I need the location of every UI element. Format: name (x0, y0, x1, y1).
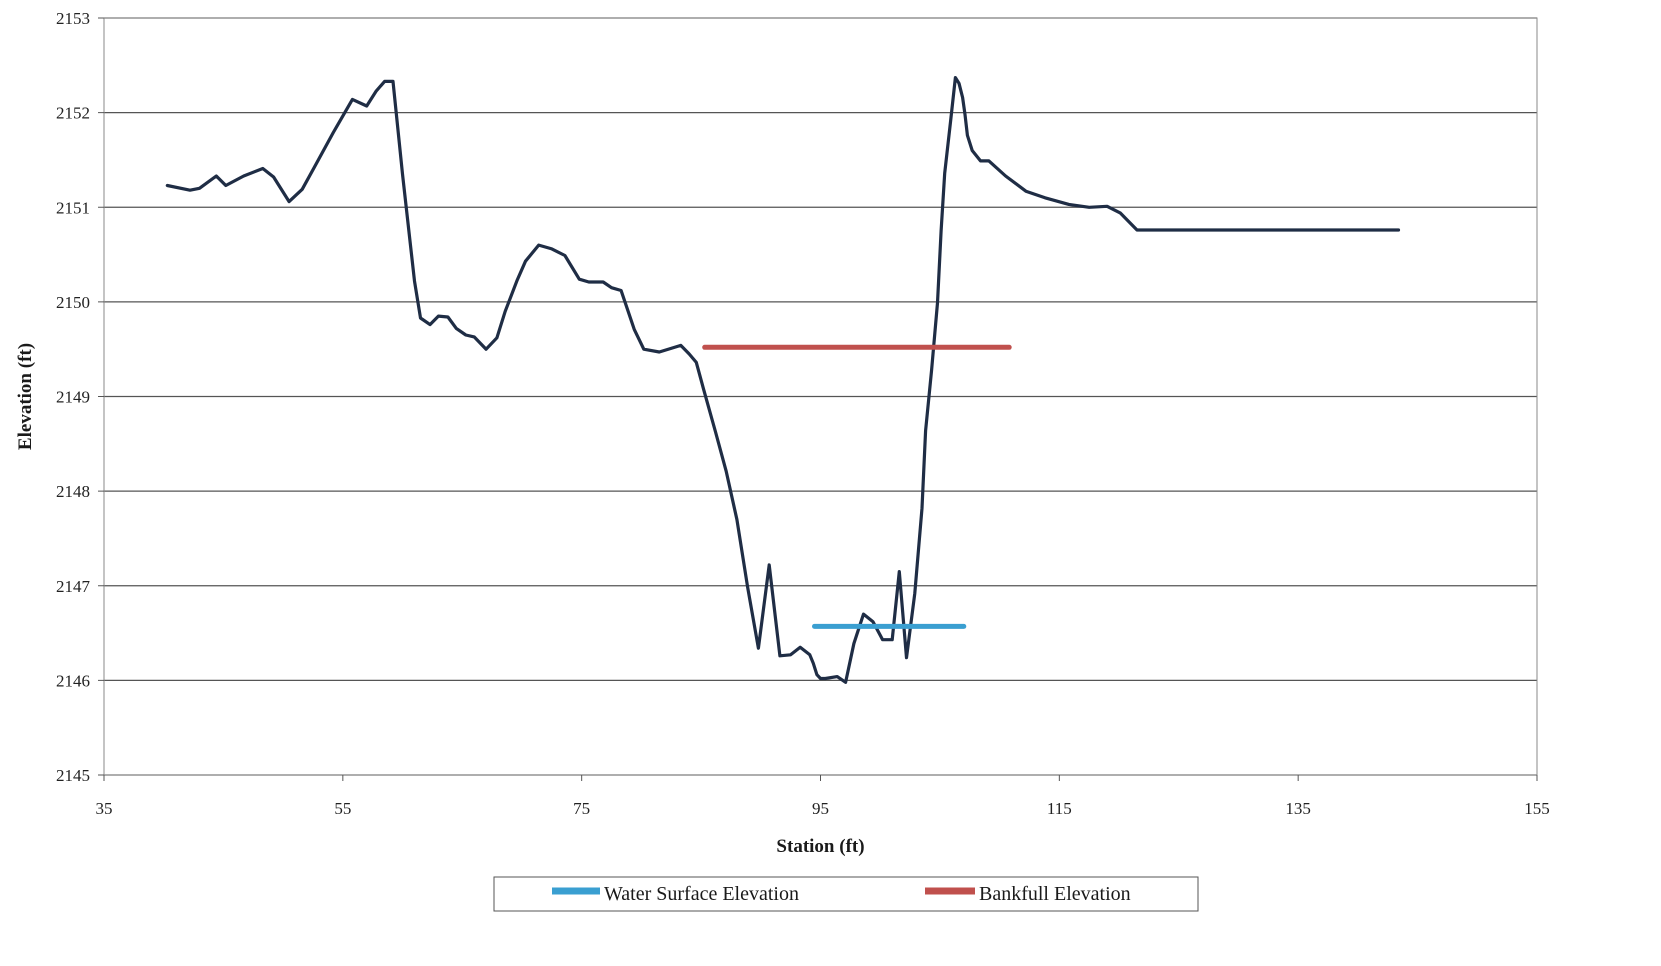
x-axis-ticks: 35 55 75 95 115 135 155 (96, 775, 1550, 818)
y-tick-label: 2150 (56, 293, 90, 312)
x-tick-label: 75 (573, 799, 590, 818)
legend-label-water-surface: Water Surface Elevation (604, 883, 799, 905)
y-tick-label: 2151 (56, 198, 90, 217)
y-tick-label: 2146 (56, 671, 90, 690)
y-axis-title: Elevation (ft) (15, 343, 36, 450)
x-tick-label: 95 (812, 799, 829, 818)
y-tick-label: 2147 (56, 577, 91, 596)
y-tick-label: 2153 (56, 9, 90, 28)
legend-label-bankfull: Bankfull Elevation (979, 883, 1131, 905)
legend-box (493, 876, 1199, 912)
x-tick-label: 115 (1047, 799, 1072, 818)
x-tick-label: 135 (1285, 799, 1311, 818)
gridlines (104, 17, 1537, 776)
y-tick-label: 2148 (56, 482, 90, 501)
y-tick-label: 2152 (56, 104, 90, 123)
x-tick-label: 155 (1524, 799, 1550, 818)
series-group (165, 75, 1401, 684)
x-tick-label: 55 (334, 799, 351, 818)
series-line-ground-profile (165, 75, 1401, 684)
y-tick-label: 2149 (56, 388, 90, 407)
y-tick-label: 2145 (56, 766, 90, 785)
y-axis-ticks: 2145 2146 2147 2148 2149 2150 2151 2152 2153 (56, 9, 104, 785)
x-axis-title: Station (ft) (776, 836, 864, 857)
x-tick-label: 35 (96, 799, 113, 818)
legend: Water Surface Elevation Bankfull Elevati… (493, 876, 1199, 912)
